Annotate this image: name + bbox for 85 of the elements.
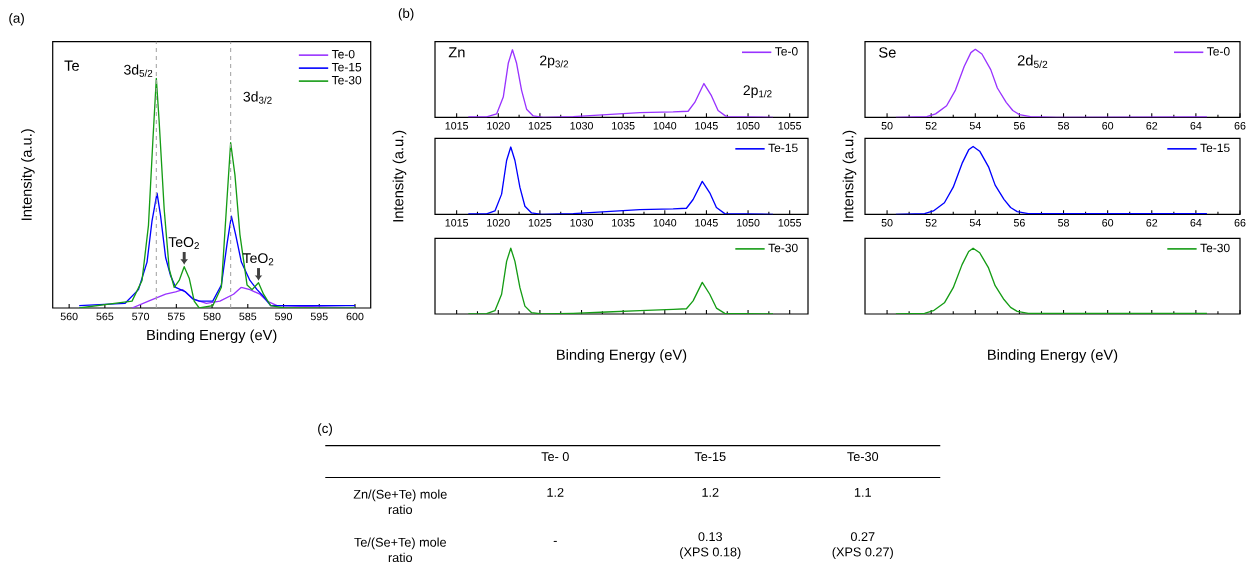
x-tick-label: 1035: [612, 219, 635, 227]
x-tick-label: 56: [1013, 122, 1025, 130]
x-tick-label: 60: [1102, 122, 1114, 130]
x-tick-label: 560: [60, 312, 78, 321]
x-axis-title: Binding Energy (eV): [147, 329, 277, 344]
x-tick-label: 54: [969, 122, 981, 130]
x-tick-label: 58: [1058, 122, 1069, 130]
x-tick-label: 1015: [445, 219, 469, 227]
x-tick-label: 585: [239, 312, 257, 321]
text: -: [553, 540, 557, 542]
x-tick-label: 1025: [528, 122, 552, 130]
x-tick-label: 565: [96, 312, 114, 321]
x-tick-label: 64: [1190, 219, 1202, 227]
annotation: 2p$_{1/2}$: [743, 85, 772, 98]
annotation: Se: [879, 47, 896, 58]
x-tick-label: 1040: [653, 122, 677, 130]
x-tick-label: 1020: [487, 219, 510, 227]
category-label: Te-30: [847, 452, 879, 462]
text: (c): [318, 423, 332, 436]
text: 1.1: [854, 488, 871, 497]
legend-label: Te-0: [1207, 47, 1230, 56]
x-tick-label: 1025: [528, 219, 552, 227]
x-tick-label: 66: [1234, 219, 1246, 227]
x-tick-label: 1045: [695, 122, 718, 130]
legend-label: Te-30: [1200, 243, 1230, 253]
legend-label: Te-0: [331, 49, 355, 59]
category-label: Zn/(Se+Te) mole ratio: [353, 489, 447, 515]
x-tick-label: 62: [1146, 122, 1158, 130]
x-tick-label: 66: [1234, 122, 1246, 130]
legend-label: Te-15: [1200, 143, 1230, 153]
x-tick-label: 1020: [487, 122, 510, 130]
text: (XPS 0.27): [832, 547, 893, 559]
text: Te: [64, 60, 79, 71]
x-tick-label: 64: [1190, 122, 1202, 130]
x-tick-label: 600: [346, 312, 364, 321]
x-tick-label: 54: [969, 219, 981, 227]
annotation: 3d$_{5/2}$: [124, 64, 153, 77]
x-tick-label: 1040: [653, 219, 677, 227]
x-tick-label: 595: [310, 312, 328, 321]
legend-label: Te-30: [331, 75, 362, 85]
x-tick-label: 1050: [737, 122, 760, 130]
x-tick-label: 1035: [612, 122, 635, 130]
x-tick-label: 1030: [570, 122, 593, 130]
x-tick-label: 58: [1058, 219, 1069, 227]
x-tick-label: 580: [203, 312, 221, 321]
y-axis-title: Intensity (a.u.): [21, 129, 35, 220]
text: 1.2: [547, 487, 564, 497]
x-tick-label: 50: [881, 122, 893, 130]
x-tick-label: 1055: [778, 122, 802, 130]
legend-label: Te-30: [768, 243, 798, 253]
annotation: 2p$_{3/2}$: [540, 55, 569, 69]
x-tick-label: 52: [925, 122, 937, 130]
category-label: Te/(Se+Te) mole ratio: [354, 537, 446, 563]
text: 0.27: [850, 532, 875, 542]
x-tick-label: 590: [275, 312, 293, 321]
y-axis-title: Intensity (a.u.): [842, 130, 857, 222]
legend-label: Te-15: [331, 62, 362, 72]
y-axis-title: Intensity (a.u.): [392, 130, 407, 222]
x-tick-label: 1045: [695, 219, 718, 227]
x-tick-label: 56: [1013, 219, 1025, 227]
x-tick-label: 60: [1102, 219, 1114, 227]
legend-label: Te-15: [768, 143, 798, 153]
x-axis-title: Binding Energy (eV): [557, 349, 687, 363]
x-axis-title: Binding Energy (eV): [988, 349, 1118, 363]
x-tick-label: 1055: [778, 219, 802, 227]
x-tick-label: 1030: [570, 219, 593, 227]
x-tick-label: 50: [881, 219, 893, 227]
annotation: 3d$_{3/2}$: [243, 91, 272, 104]
x-tick-label: 570: [132, 312, 150, 321]
x-tick-label: 62: [1146, 219, 1158, 227]
text: 0.13: [698, 532, 723, 542]
x-tick-label: 1050: [737, 219, 760, 227]
x-tick-label: 52: [925, 219, 937, 227]
x-tick-label: 575: [167, 312, 185, 321]
category-label: Te- 0: [541, 452, 569, 462]
legend-label: Te-0: [775, 47, 798, 56]
x-tick-label: 1015: [445, 122, 469, 130]
annotation: TeO$_{2}$: [168, 237, 199, 250]
annotation: 2d$_{5/2}$: [1017, 54, 1048, 68]
category-label: Te-15: [694, 452, 726, 462]
text: 1.2: [702, 487, 719, 497]
annotation: Zn: [448, 47, 465, 58]
chart-title: (a): [9, 13, 24, 26]
chart-title: (b): [398, 8, 414, 21]
text: (XPS 0.18): [680, 547, 741, 559]
